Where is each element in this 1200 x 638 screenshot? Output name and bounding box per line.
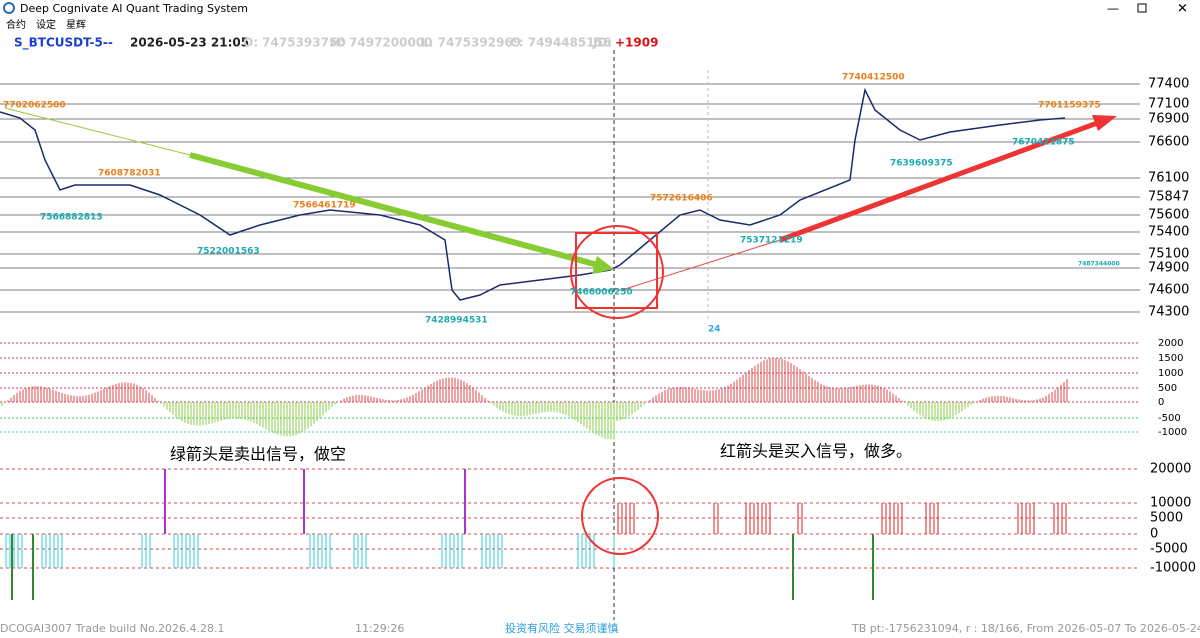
indicator-tick: 500: [1158, 383, 1177, 394]
price-tick: 75400: [1148, 225, 1189, 240]
maximize[interactable]: [1137, 3, 1147, 13]
indicator-bars: [1, 358, 1068, 600]
price-tick: 77400: [1148, 77, 1189, 92]
annotation: 绿箭头是卖出信号，做空: [170, 445, 346, 464]
price-label: 7487344000: [1078, 261, 1120, 268]
price-tick: 75100: [1148, 247, 1189, 262]
price-tick: 74900: [1148, 261, 1189, 276]
price-tick: 74600: [1148, 283, 1189, 298]
price-tick: 76100: [1148, 171, 1189, 186]
risk-warning: 投资有风险 交易须谨慎: [505, 621, 619, 635]
indicator-tick: 1000: [1158, 368, 1183, 379]
signal-tick: 20000: [1150, 462, 1191, 477]
open: O: 7475393750: [243, 36, 346, 50]
symbol: S_BTCUSDT-5--: [14, 36, 113, 51]
price-labels: 7702062500 7608782031 7566882813 7522001563…: [3, 73, 1120, 335]
menu-item[interactable]: 合约: [6, 18, 26, 31]
highlight-circle: [570, 225, 664, 319]
build: DCOGAI3007 Trade build No.2026.4.28.1: [0, 622, 225, 635]
indicator-tick: 0: [1158, 397, 1164, 408]
price-label: 7522001563: [197, 247, 260, 257]
highlight-circle: [581, 477, 659, 555]
close: C: 7494485156: [510, 36, 611, 50]
indicator-tick: -1000: [1158, 427, 1187, 438]
price-tick: 77100: [1148, 97, 1189, 112]
buy-arrow: [779, 119, 1101, 243]
buy-arrow-head: [1092, 115, 1117, 131]
info-bar: S_BTCUSDT-5-- 2026-05-23 21:05 O: 747539…: [14, 36, 658, 51]
price-tick: 76600: [1148, 135, 1189, 150]
menu-item[interactable]: 星辉: [66, 19, 86, 31]
signal-tick: 0: [1150, 527, 1158, 542]
price-label: 7537121219: [740, 236, 803, 246]
price-label: 24: [708, 325, 721, 335]
sell-arrow-thin: [4, 107, 191, 156]
indicator-tick: -500: [1158, 413, 1181, 424]
stats: TB pt:-1756231094, r : 18/166, From 2026…: [851, 622, 1200, 635]
datetime: 2026-05-23 21:05: [130, 36, 249, 50]
indicator-tick: 1500: [1158, 353, 1183, 364]
status-bar: DCOGAI3007 Trade build No.2026.4.28.1 11…: [0, 621, 1200, 635]
indicator-tick: 2000: [1158, 338, 1183, 349]
close[interactable]: ✕: [1177, 2, 1188, 17]
price-label: 7702062500: [3, 101, 66, 111]
menu-item[interactable]: 设定: [36, 18, 56, 31]
change: +1909: [615, 36, 658, 50]
price-label: 7466006250: [570, 288, 633, 298]
sell-arrow: [189, 152, 599, 268]
highlight-box: [575, 232, 658, 309]
signal-tick: -5000: [1150, 542, 1188, 557]
signal-tick: 10000: [1150, 496, 1191, 511]
price-line: [0, 87, 1066, 301]
price-tick: 76900: [1148, 112, 1189, 127]
clock: 11:29:26: [355, 622, 404, 635]
minimize[interactable]: —: [1107, 2, 1119, 16]
price-tick: 75847: [1148, 190, 1189, 205]
signal-tick: 5000: [1150, 511, 1183, 526]
price-label: 7428994531: [425, 316, 488, 326]
title-bar: [0, 0, 1200, 17]
signal-tick: -10000: [1150, 561, 1196, 576]
buy-arrow-thin: [621, 239, 781, 291]
price-tick: 74300: [1148, 305, 1189, 320]
jd: JD:: [592, 36, 612, 50]
app-icon: [3, 2, 15, 14]
price-label: 7639609375: [890, 159, 953, 169]
price-label: 7608782031: [98, 169, 161, 179]
price-label: 7566461719: [293, 201, 356, 211]
price-label: 7740412500: [842, 73, 905, 83]
annotation: 红箭头是买入信号，做多。: [720, 442, 912, 461]
price-label: 7566882813: [40, 213, 103, 223]
price-tick: 75600: [1148, 208, 1189, 223]
price-label: 7572616406: [650, 194, 713, 204]
price-label: 7701159375: [1038, 101, 1101, 111]
sell-arrow-head: [592, 256, 614, 274]
high: H: 7497200000: [330, 36, 433, 50]
window-title: Deep Cognivate AI Quant Trading System: [20, 2, 248, 15]
price-label: 7670421875: [1012, 138, 1075, 148]
low: L: 7475392969: [421, 36, 521, 50]
